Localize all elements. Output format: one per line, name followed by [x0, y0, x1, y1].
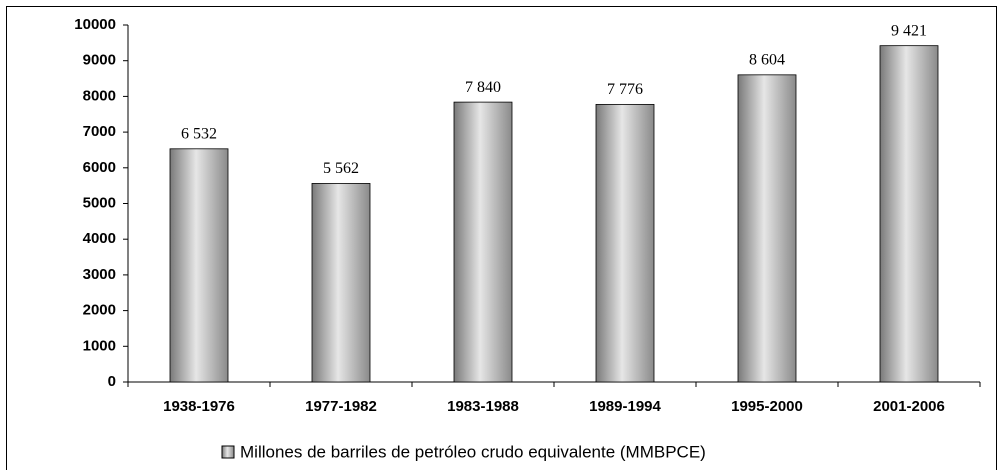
y-tick-label: 9000 [83, 52, 116, 69]
value-label: 8 604 [749, 52, 785, 69]
legend: Millones de barriles de petróleo crudo e… [221, 442, 706, 461]
value-label: 5 562 [323, 160, 359, 177]
value-label: 9 421 [891, 22, 927, 39]
bar [453, 101, 513, 383]
bar [737, 74, 797, 383]
y-tick-label: 7000 [83, 123, 116, 140]
chart-frame [6, 6, 997, 470]
legend-label: Millones de barriles de petróleo crudo e… [240, 442, 706, 461]
legend-swatch [221, 445, 235, 459]
value-label: 7 776 [607, 81, 643, 98]
y-tick-label: 3000 [83, 266, 116, 283]
x-tick-label: 1938-1976 [163, 398, 235, 415]
x-tick-label: 2001-2006 [873, 398, 945, 415]
bar [169, 148, 229, 383]
y-tick-label: 1000 [83, 337, 116, 354]
x-tick-label: 1977-1982 [305, 398, 377, 415]
y-tick-label: 5000 [83, 194, 116, 211]
x-tick-label: 1989-1994 [589, 398, 661, 415]
value-label: 6 532 [181, 125, 217, 142]
y-tick-label: 4000 [83, 230, 116, 247]
x-tick-label: 1983-1988 [447, 398, 519, 415]
y-tick-label: 0 [108, 373, 116, 390]
y-tick-label: 2000 [83, 302, 116, 319]
y-tick-label: 8000 [83, 87, 116, 104]
x-tick-label: 1995-2000 [731, 398, 803, 415]
y-tick-label: 6000 [83, 159, 116, 176]
bar [879, 45, 939, 383]
y-tick-label: 10000 [74, 16, 116, 33]
bar [311, 183, 371, 383]
value-label: 7 840 [465, 79, 501, 96]
bar [595, 103, 655, 383]
